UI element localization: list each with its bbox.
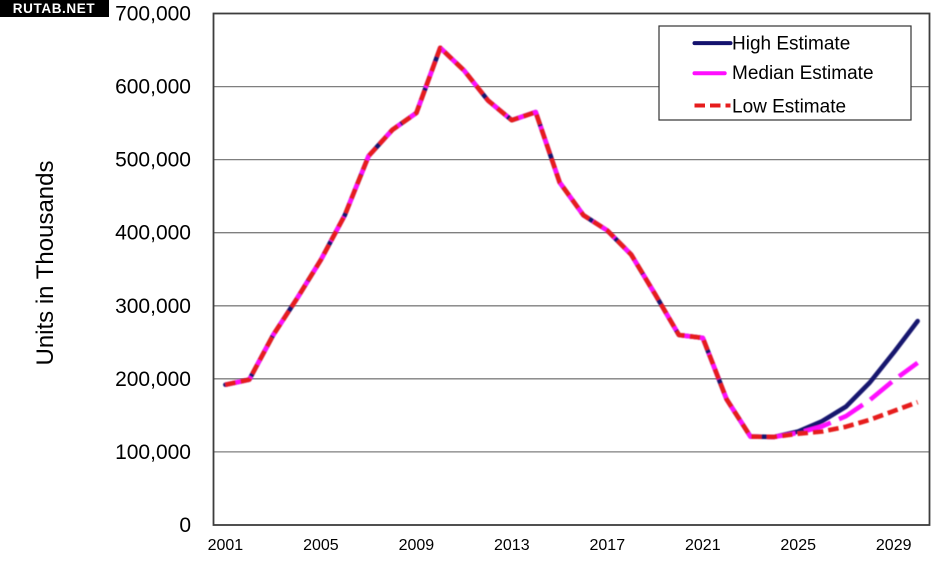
svg-text:2013: 2013 — [494, 537, 530, 554]
svg-text:2017: 2017 — [590, 537, 626, 554]
svg-text:2021: 2021 — [685, 537, 721, 554]
svg-text:0: 0 — [179, 514, 191, 537]
svg-text:2001: 2001 — [208, 537, 244, 554]
svg-text:2029: 2029 — [876, 537, 912, 554]
svg-text:500,000: 500,000 — [115, 149, 191, 172]
svg-text:200,000: 200,000 — [115, 368, 191, 391]
svg-text:Units in Thousands: Units in Thousands — [32, 160, 59, 365]
svg-text:2025: 2025 — [780, 537, 816, 554]
svg-text:400,000: 400,000 — [115, 222, 191, 245]
svg-text:RUTAB.NET: RUTAB.NET — [13, 1, 96, 16]
svg-text:300,000: 300,000 — [115, 295, 191, 318]
svg-text:2009: 2009 — [399, 537, 435, 554]
svg-text:High Estimate: High Estimate — [732, 34, 850, 55]
svg-text:100,000: 100,000 — [115, 441, 191, 464]
svg-text:700,000: 700,000 — [115, 3, 191, 26]
svg-text:600,000: 600,000 — [115, 76, 191, 99]
svg-text:2005: 2005 — [303, 537, 339, 554]
svg-text:Low Estimate: Low Estimate — [732, 97, 846, 118]
svg-text:Median Estimate: Median Estimate — [732, 63, 874, 84]
